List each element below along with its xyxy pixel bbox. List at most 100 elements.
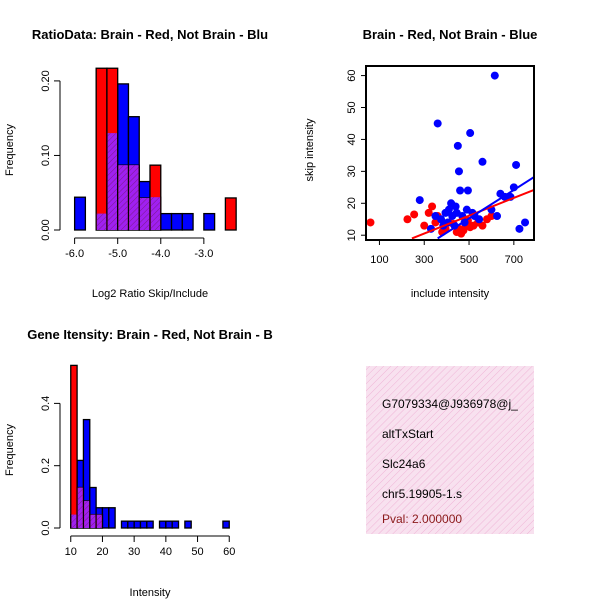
not-brain-fit-line [437, 176, 534, 240]
overlap-hatch-5 [139, 197, 150, 230]
blue-bar-7 [160, 212, 173, 231]
info-pval: Pval: 2.000000 [382, 512, 462, 526]
x-tick-label-0: 10 [65, 546, 77, 558]
brain-point-23 [487, 212, 496, 221]
gene-intensity-histogram: Gene Itensity: Brain - Red, Not Brain - … [4, 327, 273, 599]
x-tick-label-3: 40 [160, 546, 172, 558]
brain-point-5 [428, 202, 437, 211]
gene-intensity-title: Gene Itensity: Brain - Red, Not Brain - … [27, 327, 273, 342]
not-brain-point-34 [515, 224, 524, 233]
not-brain-point-8 [444, 205, 453, 214]
red-bar-6 [224, 197, 237, 231]
not-brain-point-3 [433, 119, 442, 128]
y-tick-label-1: 0.10 [40, 145, 52, 166]
gene-intensity-ylabel: Frequency [4, 424, 16, 476]
blue-bar-10 [139, 520, 148, 529]
intensity-scatter-points [366, 71, 534, 240]
blue-bar-12 [158, 520, 167, 529]
ratio-histogram-title: RatioData: Brain - Red, Not Brain - Blu [32, 27, 268, 42]
ratio-histogram-xlabel: Log2 Ratio Skip/Include [92, 288, 208, 300]
gene-intensity-bars [70, 364, 230, 529]
info-panel: G7079334@J936978@j_ altTxStart Slc24a6 c… [366, 366, 534, 534]
not-brain-point-11 [450, 221, 459, 230]
x-tick-label-4: 50 [191, 546, 203, 558]
info-event-type: altTxStart [382, 427, 434, 441]
intensity-scatter-title: Brain - Red, Not Brain - Blue [363, 27, 538, 42]
brain-point-3 [420, 221, 429, 230]
blue-bar-0 [73, 196, 87, 231]
overlap-hatch-2 [107, 133, 117, 230]
blue-bar-6 [108, 507, 116, 529]
brain-point-1 [403, 215, 412, 224]
x-tick-label-3: -3.0 [194, 248, 213, 260]
gene-intensity-axes: 10 20 30 40 50 60 0.0 0.2 0.4 [40, 396, 235, 558]
brain-point-4 [424, 208, 433, 217]
blue-bar-13 [165, 520, 173, 529]
not-brain-point-20 [463, 186, 472, 195]
scatter-frame [365, 65, 535, 241]
blue-bar-8 [127, 520, 135, 529]
red-bar-0 [70, 364, 78, 529]
red-bar-0 [95, 67, 108, 231]
overlap-hatch-4 [129, 165, 139, 230]
overlap-hatch-4 [96, 514, 102, 528]
blue-bar-11 [146, 520, 154, 529]
blue-bar-9 [181, 212, 194, 231]
overlap-hatch-1 [96, 213, 107, 230]
x-tick-label-1: 300 [415, 254, 433, 266]
not-brain-point-28 [493, 212, 502, 221]
brain-point-2 [410, 210, 419, 219]
y-tick-label-2: 30 [346, 165, 358, 177]
y-tick-label-0: 10 [346, 229, 358, 241]
info-gene-name: Slc24a6 [382, 457, 426, 471]
y-tick-label-1: 20 [346, 197, 358, 209]
y-tick-label-0: 0.0 [40, 520, 52, 535]
x-tick-label-1: 20 [96, 546, 108, 558]
blue-bar-7 [120, 520, 129, 529]
blue-bar-15 [184, 520, 192, 529]
not-brain-point-14 [453, 141, 462, 150]
x-tick-label-1: -5.0 [108, 248, 127, 260]
overlap-hatch-3 [90, 514, 96, 528]
y-tick-label-2: 0.4 [40, 396, 52, 411]
blue-bar-14 [171, 520, 180, 529]
y-tick-label-5: 60 [346, 69, 358, 81]
x-tick-label-0: -6.0 [65, 248, 84, 260]
not-brain-point-24 [475, 215, 484, 224]
not-brain-point-4 [437, 215, 446, 224]
intensity-scatter-ylabel: skip intensity [304, 118, 316, 181]
not-brain-point-16 [456, 186, 465, 195]
not-brain-point-12 [451, 202, 460, 211]
x-tick-label-0: 100 [370, 254, 388, 266]
intensity-scatter-axes: 100 300 500 700 10 20 30 40 50 60 [346, 65, 535, 266]
ratio-histogram-bars [73, 67, 237, 231]
intensity-scatter-xlabel: include intensity [411, 288, 490, 300]
overlap-hatch-1 [77, 487, 83, 528]
x-tick-label-2: 30 [128, 546, 140, 558]
brain-fit-line [411, 188, 534, 240]
ratio-histogram-ylabel: Frequency [4, 124, 16, 176]
not-brain-point-21 [466, 129, 475, 138]
not-brain-point-33 [512, 160, 521, 169]
gene-intensity-xlabel: Intensity [130, 587, 171, 599]
y-tick-label-4: 50 [346, 101, 358, 113]
brain-point-21 [478, 221, 487, 230]
not-brain-point-15 [454, 167, 463, 176]
overlap-hatch-0 [71, 514, 77, 528]
info-location: chr5.19905-1.s [382, 487, 462, 501]
x-tick-label-2: 500 [460, 254, 478, 266]
brain-point-0 [366, 218, 375, 227]
x-tick-label-5: 60 [223, 546, 235, 558]
blue-bar-16 [222, 520, 230, 529]
info-event-id: G7079334@J936978@j_ [382, 397, 518, 411]
x-tick-label-2: -4.0 [151, 248, 170, 260]
intensity-scatter: Brain - Red, Not Brain - Blue 100 300 500 7… [304, 27, 537, 300]
blue-bar-8 [170, 212, 183, 231]
overlap-hatch-6 [150, 197, 161, 230]
y-tick-label-0: 0.00 [40, 219, 52, 240]
x-tick-label-3: 700 [505, 254, 523, 266]
scatter-plot-area [366, 71, 534, 240]
ratio-histogram: RatioData: Brain - Red, Not Brain - Blu … [4, 27, 268, 300]
y-tick-label-2: 0.20 [40, 70, 52, 91]
